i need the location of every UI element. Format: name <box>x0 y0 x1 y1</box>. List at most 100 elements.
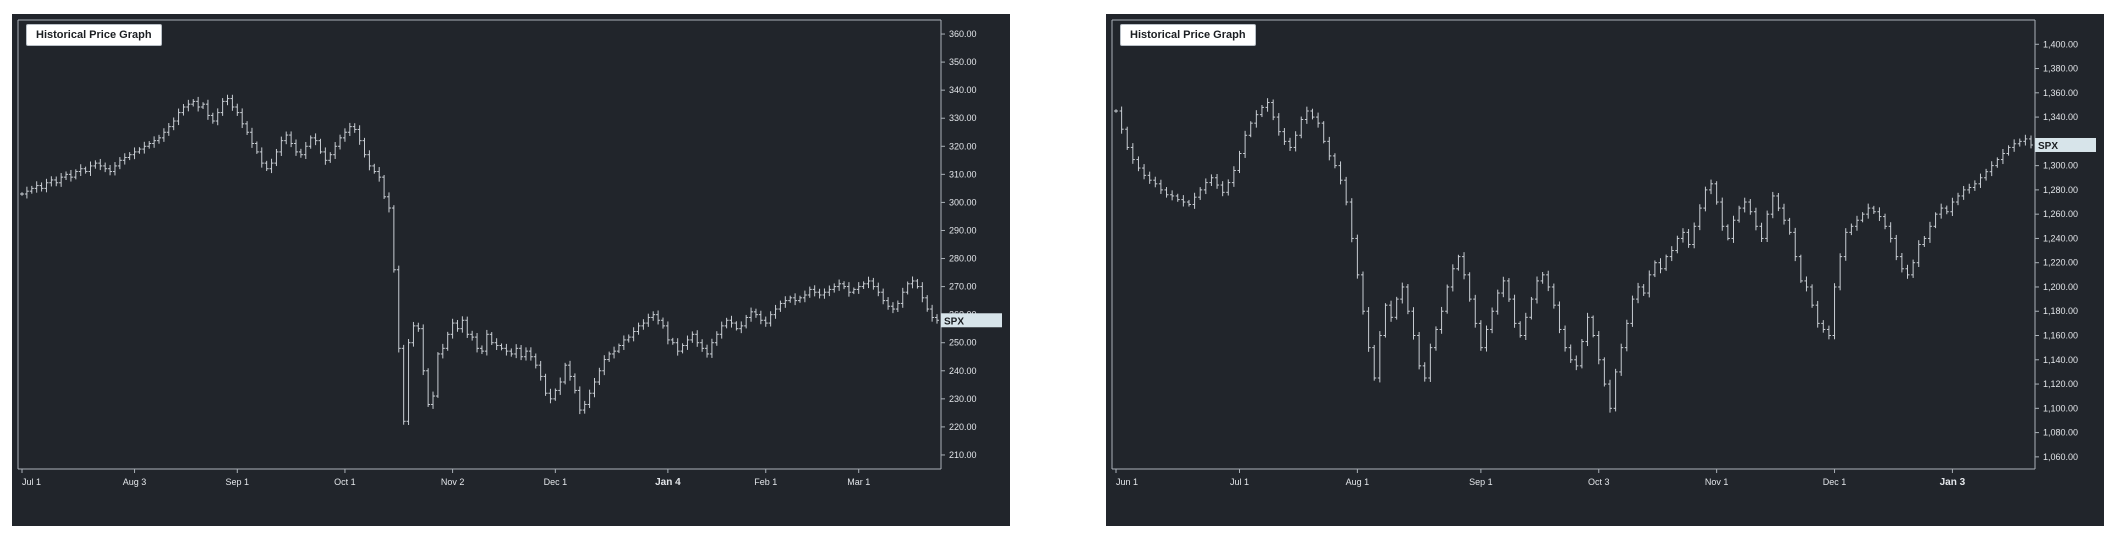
ohlc-bar <box>98 158 103 171</box>
ohlc-bar <box>367 150 372 171</box>
ohlc-bar <box>592 377 597 398</box>
ohlc-bar <box>1153 176 1158 188</box>
ohlc-bar <box>1114 109 1118 113</box>
ohlc-bar <box>572 373 577 394</box>
ohlc-bar <box>1450 264 1455 292</box>
x-tick-label: Sep 1 <box>1469 477 1493 487</box>
ohlc-bar <box>1529 296 1534 320</box>
ohlc-bar <box>416 322 421 332</box>
ohlc-bar <box>577 386 582 415</box>
ohlc-bar <box>763 316 768 327</box>
ohlc-bar <box>1186 199 1191 207</box>
ohlc-bar <box>1158 179 1163 195</box>
chart-title: Historical Price Graph <box>26 24 162 46</box>
ohlc-bar <box>846 282 851 297</box>
ohlc-bar <box>152 136 157 148</box>
price-chart-right: 1,060.00 1,080.00 1,100.00 1,120.00 1,140.00… <box>1111 19 2096 488</box>
ohlc-bar <box>543 373 548 396</box>
ohlc-bar <box>1282 128 1287 145</box>
chart-panel-left: 210.00220.00230.00240.00250.00260.00270.… <box>12 14 1010 526</box>
ohlc-bar <box>1164 187 1169 198</box>
ohlc-bar <box>1815 300 1820 328</box>
ohlc-bar <box>1316 112 1321 128</box>
ohlc-bar <box>1692 222 1697 249</box>
y-tick-label: 1,140.00 <box>2043 355 2078 365</box>
ohlc-bar <box>93 160 98 169</box>
ohlc-bar <box>108 164 113 176</box>
y-tick-label: 1,260.00 <box>2043 209 2078 219</box>
y-tick-label: 1,120.00 <box>2043 379 2078 389</box>
ohlc-bar <box>1697 204 1702 231</box>
x-tick-label: Dec 1 <box>1823 477 1847 487</box>
ohlc-bar <box>832 283 837 293</box>
ohlc-bar <box>1293 131 1298 152</box>
ohlc-bar <box>753 308 758 318</box>
ohlc-bar <box>20 192 24 196</box>
ohlc-bar <box>1215 173 1220 189</box>
ohlc-bar <box>1563 325 1568 352</box>
ohlc-bar <box>1540 272 1545 284</box>
ohlc-bar <box>1703 186 1708 212</box>
ohlc-bar <box>1894 234 1899 261</box>
y-tick-label: 1,220.00 <box>2043 258 2078 268</box>
ohlc-bar <box>1613 368 1618 412</box>
ohlc-bar <box>538 360 543 381</box>
ohlc-bar <box>783 296 788 308</box>
ohlc-bar <box>1871 205 1876 214</box>
ohlc-bar <box>1344 176 1349 206</box>
ohlc-bar <box>646 313 651 327</box>
ohlc-bar <box>582 400 587 414</box>
ohlc-bar <box>205 99 210 120</box>
chart-panel-right: 1,060.00 1,080.00 1,100.00 1,120.00 1,140.00… <box>1106 14 2104 526</box>
ohlc-bar <box>1731 215 1736 243</box>
ohlc-bar <box>34 181 39 193</box>
ohlc-bar <box>1664 254 1669 271</box>
ohlc-bar <box>851 287 856 295</box>
ohlc-bar <box>186 99 191 112</box>
y-tick-label: 1,400.00 <box>2043 39 2078 49</box>
ohlc-bar <box>1456 254 1461 271</box>
ohlc-bar <box>1810 284 1815 308</box>
ohlc-bar <box>1978 173 1983 188</box>
ohlc-bar <box>303 141 308 160</box>
ohlc-bar <box>1360 271 1365 315</box>
ohlc-bar <box>382 174 387 199</box>
ohlc-bar <box>631 327 636 342</box>
ohlc-bar <box>1636 282 1641 304</box>
ohlc-bar <box>1737 205 1742 223</box>
ohlc-bar <box>935 314 939 324</box>
ohlc-bar <box>1714 181 1719 205</box>
ohlc-bar <box>744 314 749 329</box>
ticker-label: SPX <box>2038 141 2058 152</box>
ohlc-bar <box>142 141 147 154</box>
ohlc-bar <box>612 346 617 359</box>
x-tick-label: Oct 1 <box>334 477 356 487</box>
ohlc-bar <box>705 344 710 358</box>
ohlc-bar <box>29 185 34 194</box>
ohlc-bar <box>470 330 475 341</box>
ohlc-bar <box>558 377 563 395</box>
ohlc-bar <box>1175 193 1180 202</box>
ohlc-bar <box>230 94 235 111</box>
ohlc-bar <box>1478 320 1483 351</box>
ohlc-bar <box>1433 326 1438 351</box>
ohlc-bar <box>1523 312 1528 341</box>
ohlc-bar <box>1417 331 1422 370</box>
ohlc-bar <box>166 123 171 136</box>
ohlc-bar <box>660 317 665 329</box>
ohlc-bar <box>665 321 670 345</box>
ohlc-bar <box>1602 357 1607 387</box>
ohlc-bar <box>533 353 538 369</box>
y-tick-label: 350.00 <box>949 57 977 67</box>
ohlc-bar <box>460 316 465 333</box>
ohlc-bar <box>915 278 920 289</box>
ohlc-bar <box>1838 253 1843 291</box>
ohlc-bar <box>1546 270 1551 292</box>
ohlc-bar <box>1125 126 1130 150</box>
ohlc-series <box>1114 98 2033 413</box>
ohlc-bar <box>1927 221 1932 243</box>
ohlc-bar <box>523 347 528 361</box>
ohlc-bar <box>1389 300 1394 322</box>
ohlc-bar <box>377 167 382 182</box>
ohlc-bar <box>1209 174 1214 186</box>
